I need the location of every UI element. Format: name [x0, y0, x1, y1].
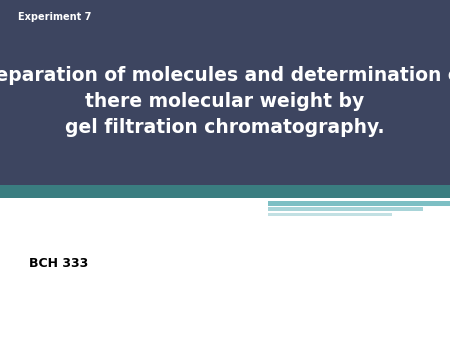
Text: BCH 333: BCH 333 [29, 257, 89, 270]
Text: Separation of molecules and determination of
there molecular weight by
gel filtr: Separation of molecules and determinatio… [0, 66, 450, 137]
Bar [268, 185, 450, 198]
Bar [268, 201, 450, 206]
Bar [268, 207, 423, 211]
Bar [0, 0, 450, 198]
Bar [268, 213, 392, 216]
Bar [0, 185, 268, 198]
Bar [0, 198, 450, 338]
Text: Experiment 7: Experiment 7 [18, 12, 91, 22]
